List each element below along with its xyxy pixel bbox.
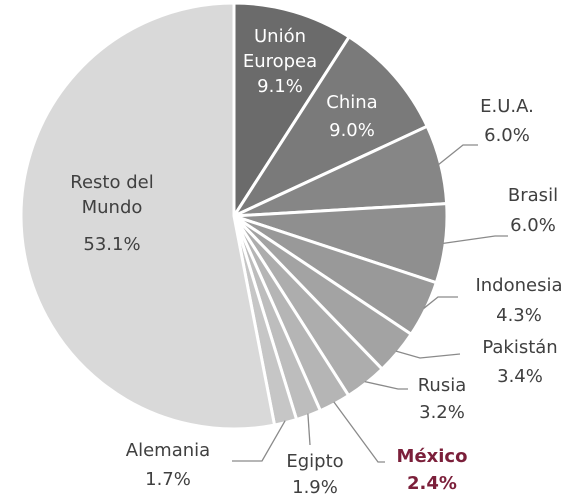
leader-line bbox=[438, 144, 478, 166]
slice-label: Pakistán bbox=[482, 337, 558, 358]
value-label: 1.7% bbox=[145, 469, 191, 490]
pie-slice bbox=[232, 1, 352, 222]
slice-label: Egipto bbox=[286, 451, 344, 472]
leader-line bbox=[307, 413, 311, 446]
slice-label: Rusia bbox=[417, 375, 467, 396]
slice-label: Indonesia bbox=[475, 275, 563, 296]
value-label: 53.1% bbox=[83, 234, 141, 255]
value-label: 4.3% bbox=[496, 305, 542, 326]
pie-slice bbox=[19, 1, 277, 431]
leader-line bbox=[395, 350, 461, 359]
value-label: 3.4% bbox=[497, 366, 543, 387]
leader-line bbox=[333, 401, 385, 463]
value-label: 6.0% bbox=[484, 125, 530, 146]
value-label: 9.0% bbox=[329, 120, 375, 141]
value-label: 2.4% bbox=[407, 473, 457, 494]
value-label: 9.1% bbox=[257, 76, 303, 97]
pie-slice bbox=[229, 34, 430, 220]
leader-line bbox=[423, 296, 458, 309]
slice-label: Resto del Mundo bbox=[70, 172, 154, 218]
slice-label: E.U.A. bbox=[480, 96, 534, 117]
leader-line bbox=[232, 420, 286, 462]
slice-label: Unión Europea bbox=[242, 26, 318, 72]
value-label: 6.0% bbox=[510, 215, 556, 236]
slice-label: China bbox=[326, 92, 378, 113]
slice-label: México bbox=[396, 446, 468, 467]
slice-label: Brasil bbox=[507, 185, 559, 206]
value-label: 3.2% bbox=[419, 402, 465, 423]
value-label: 1.9% bbox=[292, 477, 338, 497]
slice-label: Alemania bbox=[125, 440, 211, 461]
leader-line bbox=[443, 235, 508, 245]
leader-line bbox=[364, 380, 408, 390]
